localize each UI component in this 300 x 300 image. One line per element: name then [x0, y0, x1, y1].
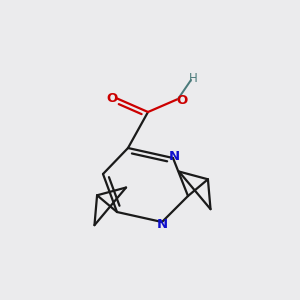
Text: N: N [156, 218, 168, 230]
Text: O: O [176, 94, 188, 106]
Text: N: N [168, 151, 180, 164]
Text: O: O [106, 92, 118, 104]
Text: H: H [189, 73, 197, 85]
